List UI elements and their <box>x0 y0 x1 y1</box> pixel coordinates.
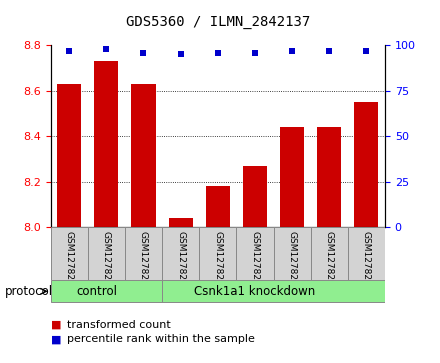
Text: GSM1278265: GSM1278265 <box>288 231 297 291</box>
Bar <box>169 218 193 227</box>
Text: ■: ■ <box>51 320 61 330</box>
Bar <box>88 227 125 280</box>
Bar <box>162 281 385 302</box>
Text: control: control <box>77 285 117 298</box>
Bar <box>354 102 378 227</box>
Bar <box>274 227 311 280</box>
Text: protocol: protocol <box>4 285 52 298</box>
Text: ■: ■ <box>51 334 61 344</box>
Point <box>140 50 147 56</box>
Text: GSM1278260: GSM1278260 <box>102 231 111 291</box>
Point <box>326 48 333 54</box>
Text: GSM1278261: GSM1278261 <box>139 231 148 291</box>
Bar <box>348 227 385 280</box>
Bar <box>311 227 348 280</box>
Point <box>177 52 184 57</box>
Point <box>289 48 296 54</box>
Bar <box>280 127 304 227</box>
Point <box>66 48 73 54</box>
Point <box>251 50 258 56</box>
Bar <box>57 84 81 227</box>
Text: GSM1278264: GSM1278264 <box>250 231 260 291</box>
Bar <box>317 127 341 227</box>
Text: GDS5360 / ILMN_2842137: GDS5360 / ILMN_2842137 <box>126 15 310 29</box>
Bar <box>243 166 267 227</box>
Bar <box>199 227 236 280</box>
Text: GSM1278259: GSM1278259 <box>65 231 73 291</box>
Bar <box>236 227 274 280</box>
Bar <box>206 186 230 227</box>
Text: transformed count: transformed count <box>67 320 171 330</box>
Text: GSM1278262: GSM1278262 <box>176 231 185 291</box>
Bar <box>51 227 88 280</box>
Text: GSM1278266: GSM1278266 <box>325 231 334 291</box>
Text: GSM1278267: GSM1278267 <box>362 231 371 291</box>
Point <box>214 50 221 56</box>
Bar <box>162 227 199 280</box>
Text: GSM1278263: GSM1278263 <box>213 231 222 291</box>
Text: Csnk1a1 knockdown: Csnk1a1 knockdown <box>194 285 315 298</box>
Point <box>103 46 110 52</box>
Bar <box>132 84 156 227</box>
Bar <box>94 61 118 227</box>
Bar <box>51 281 162 302</box>
Text: percentile rank within the sample: percentile rank within the sample <box>67 334 255 344</box>
Bar <box>125 227 162 280</box>
Point <box>363 48 370 54</box>
